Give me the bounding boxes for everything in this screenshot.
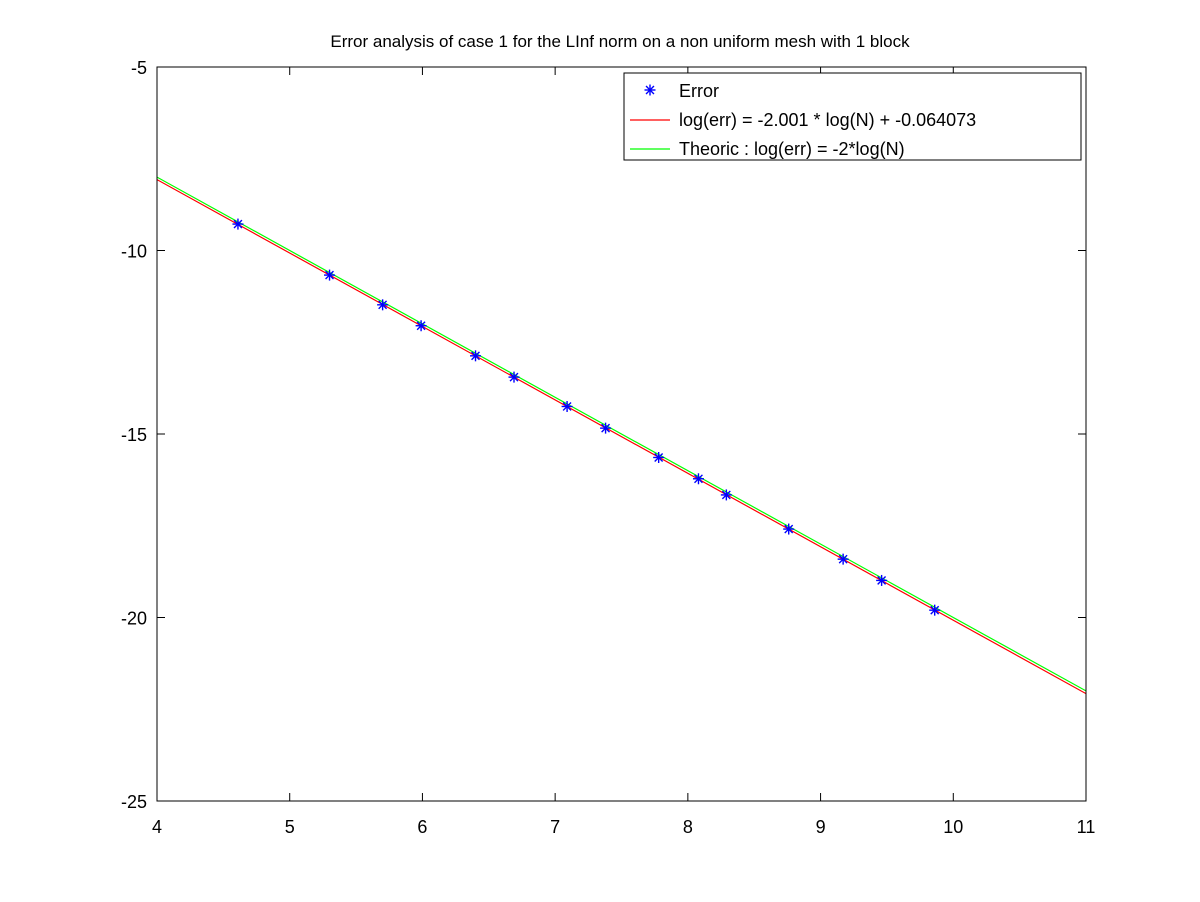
error-point-5 xyxy=(508,371,520,383)
error-point-4 xyxy=(470,350,482,362)
error-point-10 xyxy=(720,489,732,501)
x-tick-label: 5 xyxy=(285,817,295,837)
chart-title: Error analysis of case 1 for the LInf no… xyxy=(330,32,910,51)
x-tick-label: 4 xyxy=(152,817,162,837)
error-point-0 xyxy=(232,218,244,230)
legend-label-0: Error xyxy=(679,81,719,101)
y-tick-label: -10 xyxy=(121,242,147,262)
fit-line xyxy=(157,179,1086,695)
error-point-11 xyxy=(783,523,795,535)
legend: Error log(err) = -2.001 * log(N) + -0.064… xyxy=(623,72,1082,161)
error-point-9 xyxy=(692,473,704,485)
legend-label-2: Theoric : log(err) = -2*log(N) xyxy=(679,139,905,159)
y-tick-label: -15 xyxy=(121,425,147,445)
x-tick-label: 7 xyxy=(550,817,560,837)
error-point-12 xyxy=(837,553,849,565)
y-tick-label: -25 xyxy=(121,792,147,812)
error-point-6 xyxy=(561,400,573,412)
error-point-2 xyxy=(377,299,389,311)
legend-label-1: log(err) = -2.001 * log(N) + -0.064073 xyxy=(679,110,976,130)
y-tick-label: -5 xyxy=(131,58,147,78)
x-tick-label: 6 xyxy=(417,817,427,837)
axes: 4 5 6 7 8 9 10 11 -5 -10 -15 -20 -25 xyxy=(121,58,1095,837)
legend-box xyxy=(623,72,1082,161)
plot-area xyxy=(157,176,1086,695)
theoric-line xyxy=(157,176,1086,692)
y-tick-label: -20 xyxy=(121,609,147,629)
error-point-14 xyxy=(929,604,941,616)
x-tick-label: 9 xyxy=(816,817,826,837)
error-point-13 xyxy=(876,574,888,586)
x-tick-label: 8 xyxy=(683,817,693,837)
error-point-7 xyxy=(600,422,612,434)
x-tick-label: 10 xyxy=(943,817,963,837)
legend-marker-error xyxy=(644,84,656,96)
x-tick-label: 11 xyxy=(1077,817,1096,837)
error-point-3 xyxy=(415,320,427,332)
error-point-8 xyxy=(653,451,665,463)
error-point-1 xyxy=(324,269,336,281)
